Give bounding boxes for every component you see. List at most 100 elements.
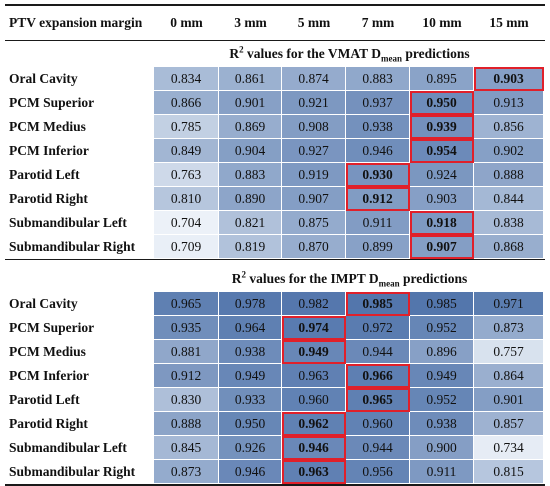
table-row: Oral Cavity 0.834 0.861 0.874 0.883 0.895 0.90… [5,67,545,91]
table-row: Submandibular Right 0.709 0.819 0.870 0.899 0… [5,235,545,259]
value-cell: 0.902 [474,139,544,163]
value-cell: 0.960 [282,388,346,412]
value-cell: 0.982 [282,292,346,316]
value-cell: 0.895 [410,67,474,91]
table-row: Submandibular Right 0.873 0.946 0.963 0.956 0… [5,460,545,484]
value-cell: 0.908 [282,115,346,139]
value-cell: 0.857 [474,412,544,436]
table-row: PCM Inferior 0.849 0.904 0.927 0.946 0.954 0.9… [5,139,545,163]
row-label: PCM Medius [9,344,86,359]
row-label: Parotid Right [9,191,88,206]
value-cell: 0.901 [219,91,282,115]
table-row: Parotid Left 0.763 0.883 0.919 0.930 0.924 0.8… [5,163,545,187]
best-value-cell: 0.949 [282,340,346,364]
mid-rule [5,259,545,260]
value-cell: 0.937 [346,91,410,115]
value-cell: 0.900 [410,436,474,460]
impt-title-sub: mean [378,278,400,289]
value-cell: 0.907 [282,187,346,211]
value-cell: 0.935 [154,316,219,340]
vmat-title-sub: mean [380,53,402,64]
value-cell: 0.870 [282,235,346,259]
row-label: Parotid Right [9,416,88,431]
value-cell: 0.845 [154,436,219,460]
top-rule [5,4,545,6]
best-value-cell: 0.903 [474,67,544,91]
value-cell: 0.901 [474,388,544,412]
value-cell: 0.874 [282,67,346,91]
impt-title-mid: values for the IMPT D [245,271,379,286]
best-value-cell: 0.954 [410,139,474,163]
row-label: Submandibular Left [9,440,127,455]
value-cell: 0.938 [219,340,282,364]
impt-title-suffix: predictions [399,271,468,286]
value-cell: 0.866 [154,91,219,115]
column-header: 7 mm [361,15,395,30]
best-value-cell: 0.939 [410,115,474,139]
value-cell: 0.709 [154,235,219,259]
value-cell: 0.949 [410,364,474,388]
value-cell: 0.838 [474,211,544,235]
value-cell: 0.734 [474,436,544,460]
header-rule [5,40,545,41]
value-cell: 0.785 [154,115,219,139]
best-value-cell: 0.912 [346,187,410,211]
value-cell: 0.963 [282,364,346,388]
row-label: Oral Cavity [9,296,78,311]
vmat-section-title: R2 values for the VMAT Dmean predictions [5,41,545,67]
value-cell: 0.757 [474,340,544,364]
table-row: Submandibular Left 0.845 0.926 0.946 0.944 0.… [5,436,545,460]
value-cell: 0.972 [346,316,410,340]
value-cell: 0.849 [154,139,219,163]
value-cell: 0.873 [154,460,219,484]
value-cell: 0.946 [219,460,282,484]
header-row: PTV expansion margin 0 mm 3 mm 5 mm 7 mm 10 … [5,6,545,40]
table-row: PCM Medius 0.785 0.869 0.908 0.938 0.939 0.856 [5,115,545,139]
value-cell: 0.890 [219,187,282,211]
best-value-cell: 0.946 [282,436,346,460]
value-cell: 0.881 [154,340,219,364]
value-cell: 0.956 [346,460,410,484]
value-cell: 0.950 [219,412,282,436]
best-value-cell: 0.965 [346,388,410,412]
column-header: 5 mm [297,15,331,30]
row-label: PCM Medius [9,119,86,134]
value-cell: 0.888 [474,163,544,187]
value-cell: 0.873 [474,316,544,340]
impt-title-r: R [231,271,242,286]
best-value-cell: 0.974 [282,316,346,340]
value-cell: 0.938 [346,115,410,139]
header-row-label: PTV expansion margin [9,15,143,30]
row-label: Oral Cavity [9,71,78,86]
impt-section-title: R2 values for the IMPT Dmean predictions [5,266,545,292]
value-cell: 0.978 [219,292,282,316]
value-cell: 0.896 [410,340,474,364]
value-cell: 0.888 [154,412,219,436]
value-cell: 0.952 [410,316,474,340]
value-cell: 0.704 [154,211,219,235]
best-value-cell: 0.918 [410,211,474,235]
value-cell: 0.861 [219,67,282,91]
row-label: PCM Inferior [9,368,89,383]
impt-body: Oral Cavity 0.965 0.978 0.982 0.985 0.985 0.97… [5,292,545,484]
value-cell: 0.821 [219,211,282,235]
best-value-cell: 0.962 [282,412,346,436]
value-cell: 0.926 [219,436,282,460]
row-label: PCM Superior [9,320,95,335]
value-cell: 0.911 [346,211,410,235]
value-cell: 0.830 [154,388,219,412]
value-cell: 0.868 [474,235,544,259]
value-cell: 0.904 [219,139,282,163]
best-value-cell: 0.966 [346,364,410,388]
results-table: PTV expansion margin 0 mm 3 mm 5 mm 7 mm 10 … [5,4,545,486]
value-cell: 0.946 [346,139,410,163]
value-cell: 0.883 [346,67,410,91]
vmat-title-mid: values for the VMAT D [243,46,381,61]
value-cell: 0.985 [410,292,474,316]
value-cell: 0.919 [282,163,346,187]
value-cell: 0.933 [219,388,282,412]
table-row: PCM Inferior 0.912 0.949 0.963 0.966 0.949 0.8… [5,364,545,388]
value-cell: 0.856 [474,115,544,139]
table-row: PCM Superior 0.866 0.901 0.921 0.937 0.950 0.9… [5,91,545,115]
best-value-cell: 0.985 [346,292,410,316]
